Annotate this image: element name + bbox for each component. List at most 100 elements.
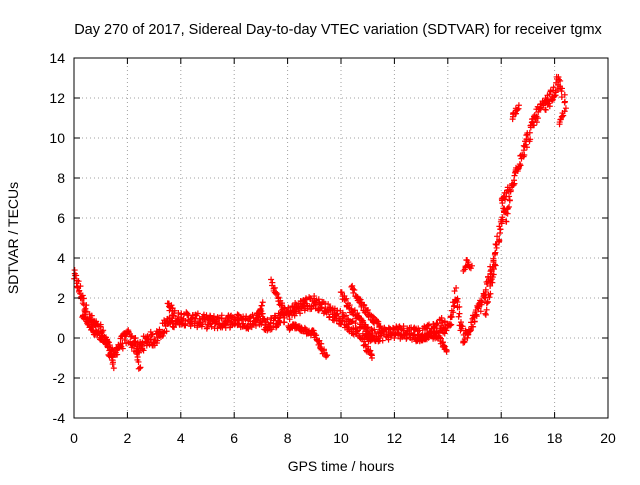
data-point-marker <box>546 103 553 110</box>
data-point-marker <box>482 310 489 317</box>
data-point-marker <box>562 105 569 112</box>
data-point-marker <box>187 319 194 326</box>
data-point-marker <box>561 108 568 115</box>
data-point-marker <box>75 278 82 285</box>
data-point-marker <box>531 122 538 129</box>
data-point-marker <box>487 290 494 297</box>
data-point-marker <box>466 328 473 335</box>
x-tick-label: 6 <box>230 430 238 446</box>
data-point-marker <box>163 328 170 335</box>
data-point-marker <box>259 299 266 306</box>
data-point-marker <box>171 324 178 331</box>
data-point-marker <box>448 313 455 320</box>
data-point-marker <box>132 335 139 342</box>
data-point-marker <box>287 308 294 315</box>
data-point-marker <box>214 325 221 332</box>
x-tick-label: 10 <box>333 430 349 446</box>
data-point-marker <box>258 308 265 315</box>
data-point-marker <box>454 298 461 305</box>
data-point-marker <box>96 330 103 337</box>
data-point-marker <box>557 77 564 84</box>
data-point-marker <box>114 351 121 358</box>
data-point-marker <box>281 319 288 326</box>
data-point-marker <box>521 151 528 158</box>
data-point-marker <box>467 327 474 334</box>
data-point-marker <box>443 327 450 334</box>
data-point-marker <box>140 347 147 354</box>
data-point-marker <box>491 261 498 268</box>
data-point-marker <box>149 331 156 338</box>
data-point-marker <box>561 99 568 106</box>
data-point-marker <box>258 302 265 309</box>
data-point-marker <box>132 340 139 347</box>
data-point-marker <box>368 333 375 340</box>
data-point-marker <box>438 314 445 321</box>
y-tick-label: 0 <box>57 330 65 346</box>
data-point-marker <box>191 318 198 325</box>
x-tick-label: 0 <box>70 430 78 446</box>
data-point-marker <box>275 294 282 301</box>
y-tick-label: 2 <box>57 290 65 306</box>
x-tick-label: 8 <box>284 430 292 446</box>
data-point-marker <box>366 328 373 335</box>
y-tick-label: -2 <box>53 370 66 386</box>
data-point-marker <box>440 342 447 349</box>
data-point-marker <box>376 324 383 331</box>
data-point-marker <box>301 307 308 314</box>
data-point-marker <box>456 303 463 310</box>
data-layer <box>71 73 569 372</box>
data-point-marker <box>470 323 477 330</box>
data-point-marker <box>110 365 117 372</box>
data-point-marker <box>504 205 511 212</box>
y-tick-label: -4 <box>53 410 66 426</box>
data-point-marker <box>208 323 215 330</box>
data-point-marker <box>368 332 375 339</box>
data-point-marker <box>514 106 521 113</box>
data-point-marker <box>489 279 496 286</box>
data-point-marker <box>79 292 86 299</box>
data-point-marker <box>441 319 448 326</box>
data-point-marker <box>374 318 381 325</box>
data-point-marker <box>451 302 458 309</box>
data-point-marker <box>370 313 377 320</box>
data-point-marker <box>482 288 489 295</box>
data-point-marker <box>95 329 102 336</box>
y-tick-label: 14 <box>49 50 65 66</box>
data-point-marker <box>106 342 113 349</box>
data-point-marker <box>144 333 151 340</box>
data-point-marker <box>523 144 530 151</box>
data-point-marker <box>261 316 268 323</box>
data-point-marker <box>337 289 344 296</box>
y-tick-label: 10 <box>49 130 65 146</box>
data-point-marker <box>350 289 357 296</box>
data-point-marker <box>456 310 463 317</box>
data-point-marker <box>526 129 533 136</box>
data-point-marker <box>483 306 490 313</box>
data-point-marker <box>499 214 506 221</box>
data-point-marker <box>387 325 394 332</box>
data-point-marker <box>281 304 288 311</box>
data-point-marker <box>506 186 513 193</box>
data-point-marker <box>264 327 271 334</box>
data-point-marker <box>455 313 462 320</box>
grid-layer <box>74 58 608 418</box>
data-point-marker <box>391 335 398 342</box>
data-point-marker <box>490 271 497 278</box>
data-point-marker <box>121 336 128 343</box>
data-point-marker <box>77 283 84 290</box>
data-point-marker <box>85 319 92 326</box>
data-point-marker <box>515 102 522 109</box>
data-point-marker <box>351 286 358 293</box>
data-point-marker <box>451 288 458 295</box>
data-point-marker <box>560 112 567 119</box>
data-point-marker <box>502 196 509 203</box>
y-tick-label: 6 <box>57 210 65 226</box>
data-point-marker <box>97 323 104 330</box>
data-point-marker <box>517 162 524 169</box>
x-tick-label: 12 <box>387 430 403 446</box>
data-point-marker <box>372 330 379 337</box>
data-point-marker <box>210 315 217 322</box>
y-tick-label: 8 <box>57 170 65 186</box>
data-point-marker <box>484 298 491 305</box>
data-point-marker <box>99 333 106 340</box>
